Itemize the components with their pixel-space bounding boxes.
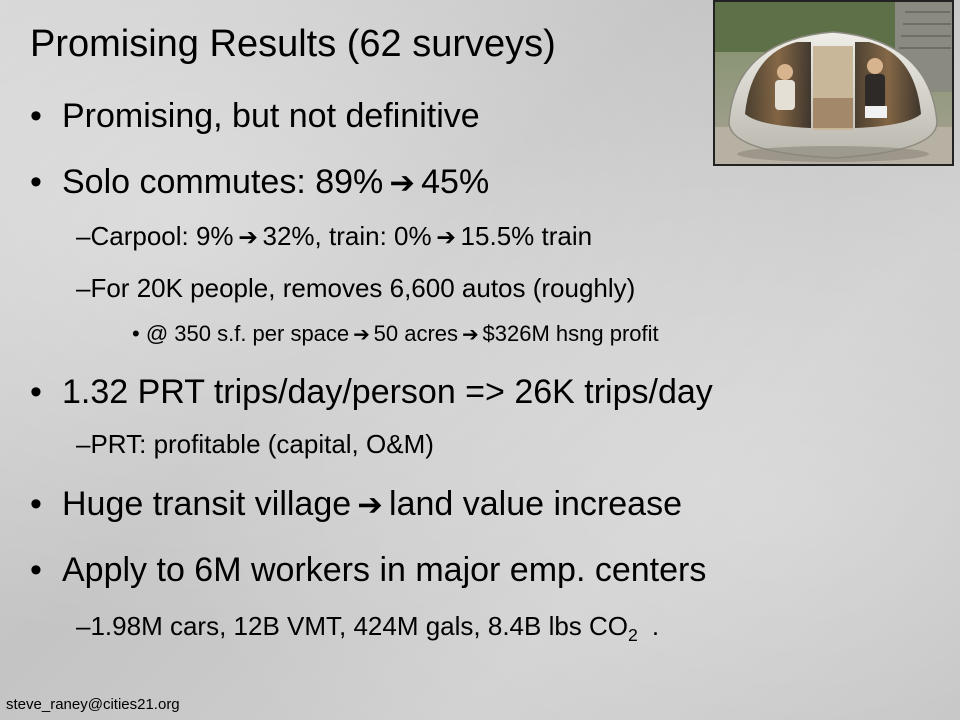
text-part: Solo commutes: 89% [62, 163, 384, 201]
arrow-right-icon: ➔ [436, 224, 456, 250]
subbullet-20k-people: –For 20K people, removes 6,600 autos (ro… [76, 272, 635, 304]
text-part: $326M hsng profit [482, 321, 659, 346]
bullet-marker: • [30, 485, 42, 523]
text-part: 32%, train: 0% [262, 221, 432, 251]
slide-title: Promising Results (62 surveys) [30, 23, 556, 65]
dash-marker: – [76, 273, 91, 303]
bullet-marker: • [132, 321, 140, 346]
bullet-text: Huge transit village ➔ land value increase [62, 484, 682, 525]
text-part: 15.5% train [460, 221, 593, 251]
text-part: 50 acres [373, 321, 459, 346]
bullet-text: 1.32 PRT trips/day/person => 26K trips/d… [62, 373, 713, 411]
prt-vehicle-photo [713, 0, 954, 166]
bullet-marker: • [30, 163, 42, 201]
arrow-right-icon: ➔ [357, 488, 383, 522]
bullet-text: Solo commutes: 89% ➔ 45% [62, 162, 489, 203]
arrow-right-icon: ➔ [461, 324, 479, 346]
text-part: Carpool: 9% [90, 221, 234, 251]
arrow-right-icon: ➔ [389, 166, 416, 200]
text-part: 1.98M cars, 12B VMT, 424M gals, 8.4B lbs… [90, 611, 629, 641]
text-part: 45% [421, 163, 490, 201]
bullet-text: Apply to 6M workers in major emp. center… [62, 551, 707, 589]
subbullet-prt-profitable: –PRT: profitable (capital, O&M) [76, 428, 434, 460]
subscript-2: 2 [628, 625, 638, 646]
footer-email: steve_raney@cities21.org [6, 696, 180, 713]
dash-marker: – [76, 611, 91, 641]
subbullet-carpool: –Carpool: 9% ➔ 32%, train: 0% ➔ 15.5% train [76, 220, 592, 253]
subsubbullet-space: • @ 350 s.f. per space ➔ 50 acres ➔ $326M hs… [132, 320, 659, 349]
dash-marker: – [76, 221, 91, 251]
arrow-right-icon: ➔ [238, 224, 258, 250]
text-part: Huge transit village [62, 485, 352, 523]
trailing-period: . [651, 611, 660, 641]
bullet-text: Promising, but not definitive [62, 97, 480, 135]
text-part: @ 350 s.f. per space [145, 321, 350, 346]
text-part: PRT: profitable (capital, O&M) [90, 429, 434, 459]
subbullet-cars-co2: –1.98M cars, 12B VMT, 424M gals, 8.4B lb… [76, 610, 659, 651]
bullet-marker: • [30, 373, 42, 411]
dash-marker: – [76, 429, 91, 459]
bullet-marker: • [30, 97, 42, 135]
bullet-marker: • [30, 551, 42, 589]
arrow-right-icon: ➔ [353, 324, 370, 346]
text-part: land value increase [389, 485, 682, 523]
text-part: For 20K people, removes 6,600 autos (rou… [90, 273, 636, 303]
